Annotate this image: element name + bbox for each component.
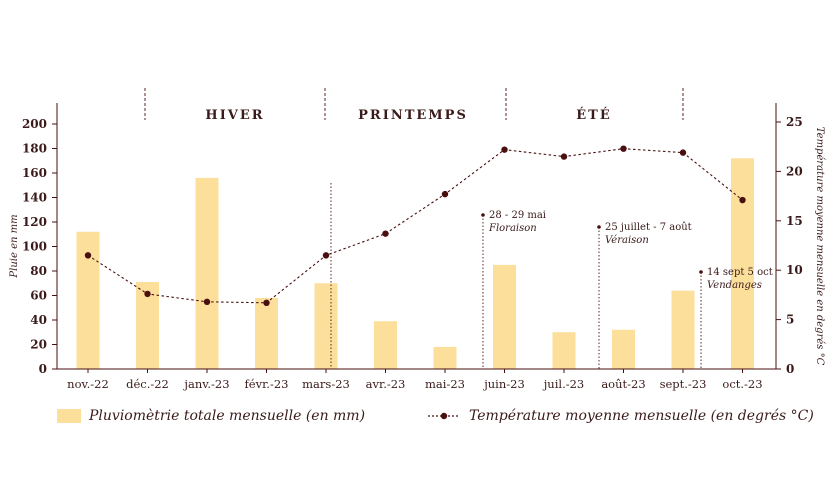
x-tick-label: févr.-23 <box>245 377 289 391</box>
bar-2 <box>136 282 159 369</box>
x-tick-label: mai-23 <box>425 377 465 391</box>
left-tick-label: 120 <box>22 215 47 229</box>
bar-7 <box>433 346 457 369</box>
bar-1 <box>76 231 100 369</box>
legend-rain-label: Pluviomètrie totale mensuelle (en mm) <box>89 408 366 424</box>
season-label: PRINTEMPS <box>358 108 468 123</box>
temperature-point-3 <box>203 298 211 306</box>
x-tick-label: août-23 <box>601 377 645 391</box>
legend-line-swatch <box>428 412 460 420</box>
x-tick-label: sept.-23 <box>660 377 707 391</box>
bar-5 <box>314 283 338 369</box>
annotation-date: 25 juillet - 7 août <box>605 222 692 233</box>
season-label: HIVER <box>205 108 264 123</box>
right-tick-label: 5 <box>786 313 794 327</box>
x-tick-label: oct.-23 <box>722 377 762 391</box>
y-axis-title: Pluie en mm <box>9 214 20 278</box>
annotation-stage: Véraison <box>605 235 649 246</box>
annotation-date: 28 - 29 mai <box>489 210 546 221</box>
bar-10 <box>612 329 635 369</box>
bar-6 <box>374 321 397 369</box>
season-label: ÉTÉ <box>576 107 612 123</box>
legend-temperature: Température moyenne mensuelle (en degrés… <box>427 404 814 428</box>
right-tick-label: 0 <box>786 362 794 376</box>
left-tick-label: 160 <box>22 166 47 180</box>
left-tick-label: 60 <box>30 289 47 303</box>
left-tick-label: 40 <box>30 313 47 327</box>
legend-bar-swatch <box>57 409 81 423</box>
x-tick-label: nov.-22 <box>67 377 109 391</box>
left-tick-label: 0 <box>39 362 47 376</box>
temperature-point-2 <box>144 290 151 298</box>
temperature-point-7 <box>441 190 449 198</box>
legend-rain: Pluviomètrie totale mensuelle (en mm) <box>57 404 365 428</box>
y2-axis-title: Température moyenne mensuelle en degrés … <box>814 127 825 366</box>
right-tick-label: 10 <box>786 263 803 277</box>
temperature-point-1 <box>84 252 92 259</box>
temperature-point-11 <box>679 149 687 156</box>
bar-3 <box>195 177 219 369</box>
bar-12 <box>731 158 754 369</box>
annotation-marker <box>699 270 703 274</box>
bar-4 <box>255 297 278 369</box>
temperature-point-9 <box>560 153 568 160</box>
x-tick-label: janv.-23 <box>182 377 229 391</box>
right-tick-label: 15 <box>786 214 803 228</box>
temperature-point-4 <box>263 299 270 307</box>
temperature-point-8 <box>501 146 508 153</box>
temperature-line <box>87 148 743 304</box>
annotation-date: 14 sept 5 oct <box>707 267 773 278</box>
temperature-point-5 <box>322 252 330 259</box>
left-tick-label: 180 <box>22 142 47 156</box>
bar-9 <box>552 332 576 369</box>
bar-8 <box>493 264 516 369</box>
x-tick-label: déc.-22 <box>126 377 169 391</box>
left-tick-label: 140 <box>22 191 47 205</box>
x-tick-label: mars-23 <box>302 377 350 391</box>
x-tick-label: juil.-23 <box>542 377 585 391</box>
temperature-point-6 <box>382 230 389 237</box>
annotation-marker <box>481 213 485 217</box>
annotation-marker <box>597 225 601 229</box>
left-tick-label: 200 <box>22 117 47 131</box>
left-tick-label: 80 <box>30 264 47 278</box>
left-tick-label: 20 <box>30 338 47 352</box>
x-tick-label: juin-23 <box>482 377 525 391</box>
bar-11 <box>671 290 695 369</box>
annotation-stage: Vendanges <box>707 280 762 291</box>
temperature-point-12 <box>739 196 746 204</box>
legend-temperature-label: Température moyenne mensuelle (en degrés… <box>469 408 814 424</box>
right-tick-label: 20 <box>786 164 803 178</box>
left-tick-label: 100 <box>22 240 47 254</box>
right-tick-label: 25 <box>786 115 803 129</box>
x-tick-label: avr.-23 <box>366 377 406 391</box>
annotation-stage: Floraison <box>488 223 537 234</box>
temperature-point-10 <box>620 145 627 152</box>
